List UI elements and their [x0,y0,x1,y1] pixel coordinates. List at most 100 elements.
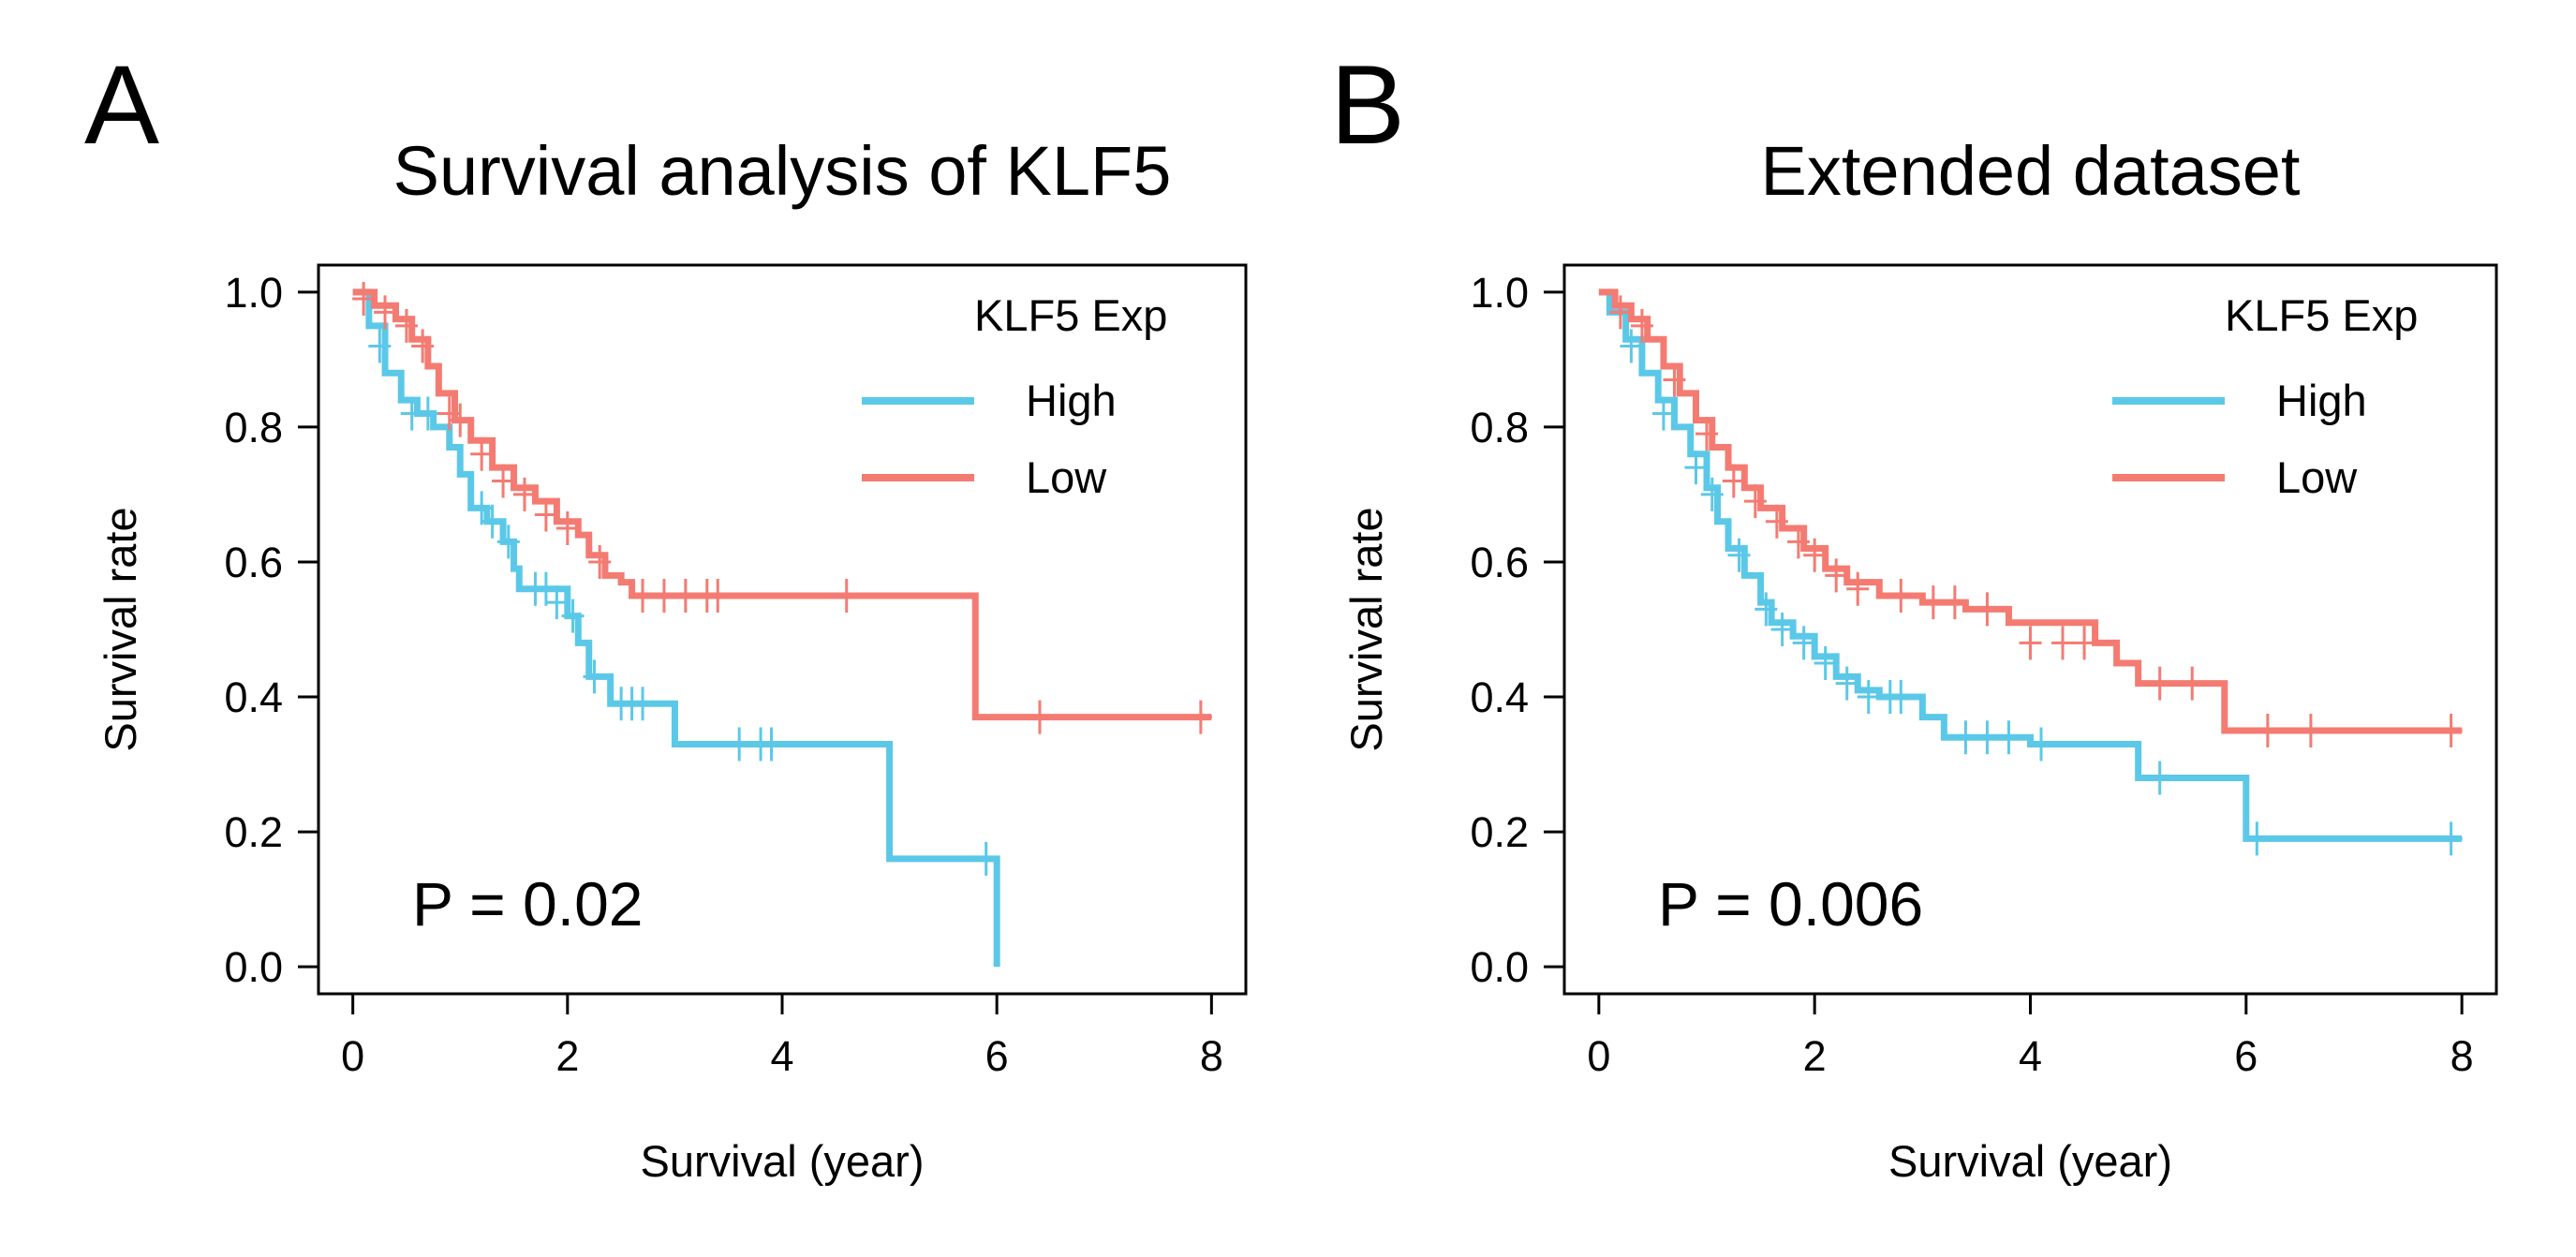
censor-mark-low [1889,578,1913,613]
survival-curve-low [352,288,1212,721]
panel-a: A Survival analysis of KLF5 0 2 4 6 8 0.0 0.2 0.4… [84,42,1248,1186]
censor-mark-high [1857,680,1880,715]
censor-mark-low [1846,571,1870,606]
censor-mark-low [352,282,376,317]
censor-mark-low [2148,666,2171,701]
censor-mark-high [496,525,520,559]
censor-mark-low [1943,585,1966,620]
y-tick-label: 1.0 [224,269,283,317]
y-tick-label: 0.6 [1470,539,1529,586]
censor-mark-high [2148,761,2171,795]
censor-mark-high [470,491,494,525]
chart-title: Survival analysis of KLF5 [393,132,1172,210]
y-tick-label: 0.0 [224,943,283,991]
panel-b: B Extended dataset 0 2 4 6 8 0.0 0.2 0.4 0.6 0.8 1.0… [1330,42,2498,1186]
censor-mark-high [1727,538,1751,572]
panel-letter: A [84,42,159,168]
y-tick-label: 0.8 [1470,404,1529,451]
censor-mark-high [1997,720,2021,755]
censor-mark-high [2439,821,2463,856]
censor-mark-low [1608,295,1632,330]
censor-mark-high [561,599,585,633]
censor-mark-high [2245,821,2269,856]
censor-mark-high [1954,720,1977,755]
chart-title: Extended dataset [1761,132,2301,210]
censor-mark-low [588,544,612,579]
y-tick-label: 0.4 [224,673,283,721]
y-tick-label: 0.4 [1470,673,1529,721]
survival-curve-low [1598,288,2463,734]
censor-mark-low [2181,666,2204,701]
x-tick-label: 6 [985,1032,1009,1080]
censor-mark-low [1630,308,1653,343]
censor-mark-low [1765,504,1788,539]
censor-mark-low [470,436,494,471]
legend-title: KLF5 Exp [2225,290,2418,340]
censor-mark-high [583,659,606,694]
censor-mark-low [2051,626,2075,660]
censor-mark-low [374,295,397,330]
x-tick-label: 0 [1587,1032,1610,1080]
censor-mark-low [437,396,461,431]
censor-mark-high [631,687,655,721]
p-value-label: P = 0.02 [412,869,644,939]
x-tick-label: 8 [2450,1032,2474,1080]
censor-mark-high [545,585,569,620]
censor-mark-low [2073,626,2096,660]
censor-mark-low [835,578,858,613]
censor-mark-low [1189,700,1212,734]
censor-mark-high [534,571,557,606]
censor-mark-low [534,497,557,532]
censor-mark-high [1700,477,1724,511]
censor-mark-low [1921,585,1945,620]
survival-curve-high [352,288,1000,968]
censor-mark-low [2439,714,2463,748]
x-tick-label: 8 [1200,1032,1223,1080]
censor-mark-low [1976,592,1999,627]
censor-mark-high [1620,329,1643,363]
y-tick-label: 1.0 [1470,269,1529,317]
censor-mark-low [1663,362,1686,397]
censor-mark-high [1976,720,1999,755]
censor-mark-low [1695,417,1719,451]
y-tick-label: 0.0 [1470,943,1529,991]
censor-mark-high [1792,626,1815,660]
censor-mark-low [1803,538,1827,572]
censor-mark-low [1743,484,1767,519]
censor-mark-high [416,396,439,431]
censor-mark-low [1825,558,1848,593]
y-tick-label: 0.6 [224,539,283,586]
y-tick-label: 0.2 [224,808,283,856]
panel-letter: B [1330,42,1405,168]
legend-title: KLF5 Exp [974,290,1167,340]
censor-mark-high [1835,666,1858,701]
censor-mark-high [728,727,751,762]
legend-entry-high: High [2276,376,2367,425]
censor-mark-low [2299,714,2322,748]
censor-mark-low [555,510,579,545]
censor-mark-high [1684,451,1708,485]
censor-mark-low [2019,626,2042,660]
censor-mark-high [760,727,783,762]
x-tick-label: 2 [555,1032,579,1080]
x-axis-label: Survival (year) [1888,1136,2172,1186]
censor-mark-low [513,477,536,511]
legend-entry-high: High [1026,376,1117,425]
censor-mark-high [1770,613,1794,646]
x-axis-label: Survival (year) [641,1136,925,1186]
censor-mark-high [368,329,392,363]
censor-mark-low [674,578,697,613]
survival-curve-high [1598,288,2463,842]
y-tick-label: 0.2 [1470,808,1529,856]
censor-mark-high [481,504,504,539]
censor-mark-low [1786,525,1810,559]
x-tick-label: 4 [770,1032,793,1080]
censor-mark-low [2256,714,2279,748]
censor-mark-low [1029,700,1051,734]
censor-mark-high [1889,680,1913,715]
legend-entry-low: Low [1026,452,1107,502]
x-tick-label: 0 [341,1032,364,1080]
y-axis-label: Survival rate [1341,507,1391,751]
censor-mark-low [411,329,435,363]
legend-entry-low: Low [2276,452,2358,502]
